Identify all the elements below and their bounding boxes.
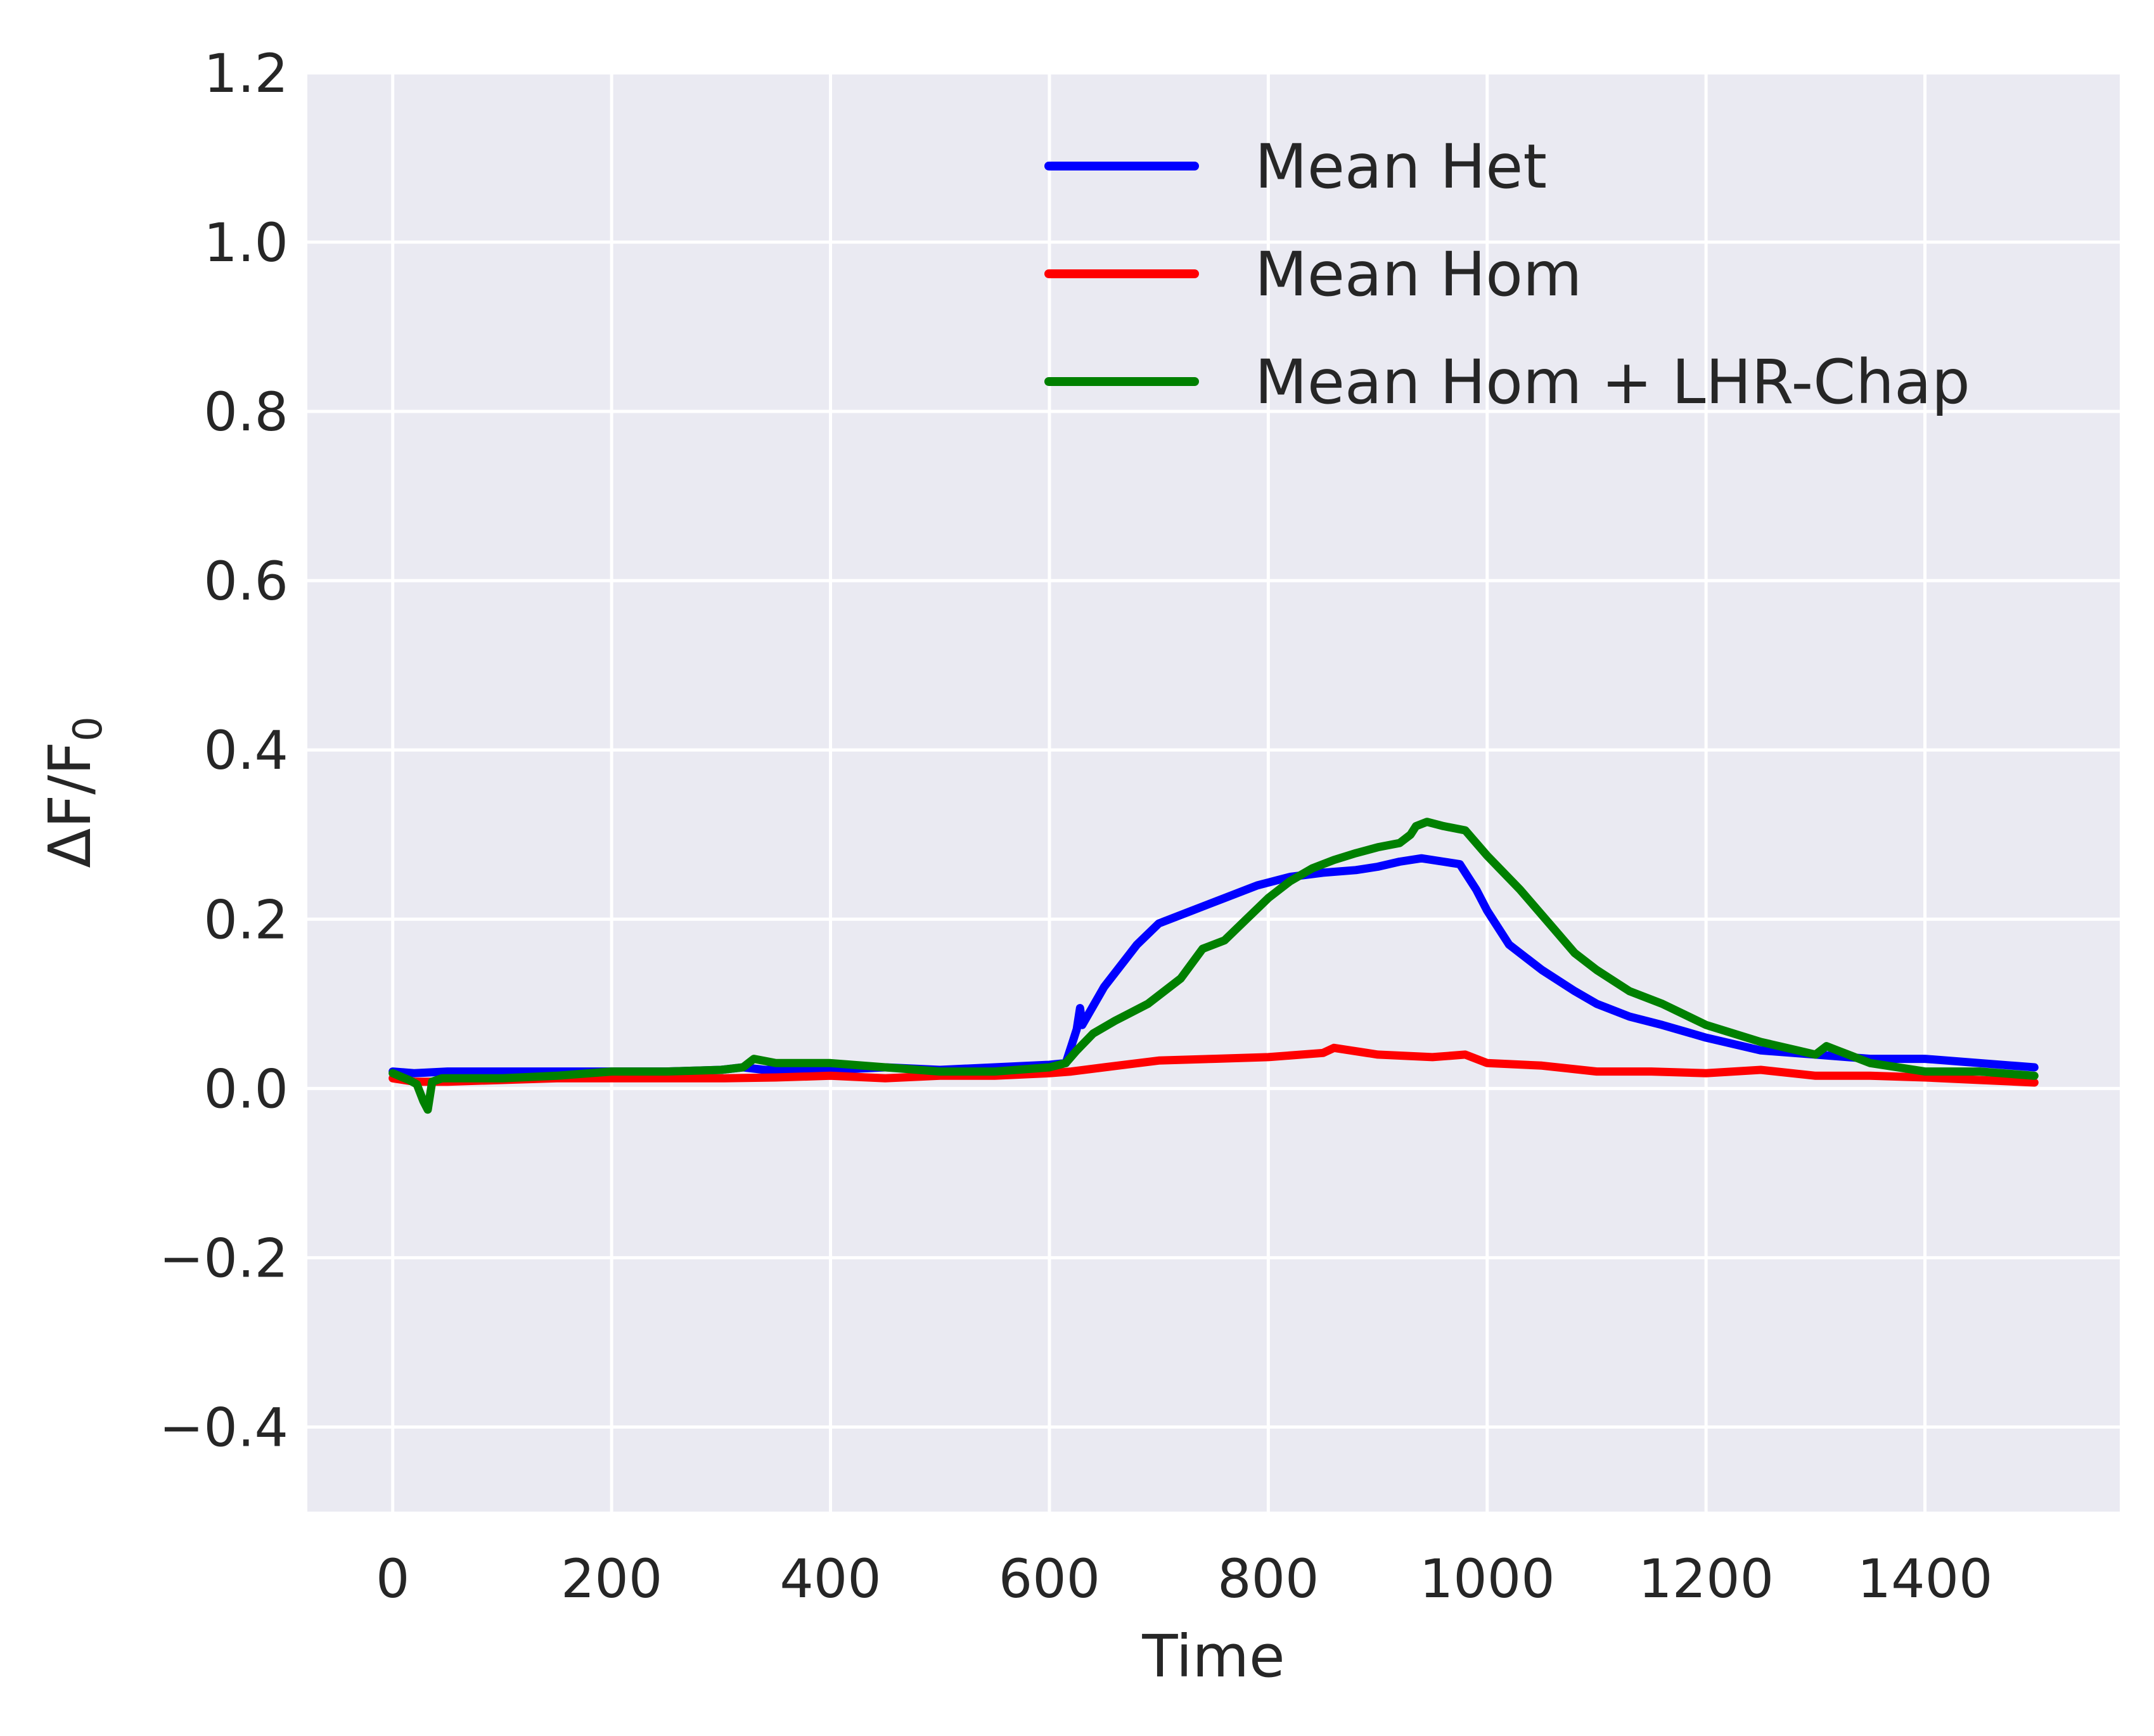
series-line-2 (388, 1043, 2039, 1087)
y-tick-label: 0.0 (203, 1058, 288, 1120)
y-tick-labels: −0.4 −0.2 0.0 0.2 0.4 0.6 0.8 1.0 1.2 (159, 42, 288, 1458)
y-tick-label: 0.4 (203, 719, 288, 781)
x-tick-label: 800 (1217, 1548, 1319, 1610)
y-tick-label: 1.0 (203, 212, 288, 274)
series-lines (388, 818, 2039, 1114)
x-tick-label: 1400 (1857, 1548, 1993, 1610)
y-tick-label: 0.2 (203, 889, 288, 951)
y-tick-label: 0.8 (203, 381, 288, 443)
x-tick-label: 600 (999, 1548, 1100, 1610)
y-axis-label-main: ΔF/F (36, 742, 104, 868)
legend: Mean Het Mean Hom Mean Hom + LHR-Chap (1044, 131, 1970, 418)
y-axis-label-subscript: 0 (65, 716, 111, 741)
y-tick-label: 0.6 (203, 550, 288, 612)
x-tick-label: 1200 (1638, 1548, 1774, 1610)
y-tick-label: 1.2 (203, 42, 288, 105)
plot-area-background (307, 73, 2120, 1512)
series-line-3 (388, 818, 2039, 1114)
y-tick-label: −0.2 (159, 1227, 288, 1289)
x-tick-labels: 0 200 400 600 800 1000 1200 1400 (376, 1548, 1992, 1610)
x-tick-label: 0 (376, 1548, 409, 1610)
legend-label: Mean Hom + LHR-Chap (1255, 347, 1970, 418)
x-tick-label: 400 (779, 1548, 881, 1610)
x-tick-label: 200 (561, 1548, 662, 1610)
grid-lines (307, 71, 2120, 1512)
legend-label: Mean Hom (1255, 239, 1582, 310)
x-tick-label: 1000 (1420, 1548, 1555, 1610)
legend-label: Mean Het (1255, 131, 1547, 202)
x-axis-label: Time (1141, 1623, 1285, 1690)
y-tick-label: −0.4 (159, 1396, 288, 1458)
y-axis-label: ΔF/F0 (36, 716, 111, 868)
